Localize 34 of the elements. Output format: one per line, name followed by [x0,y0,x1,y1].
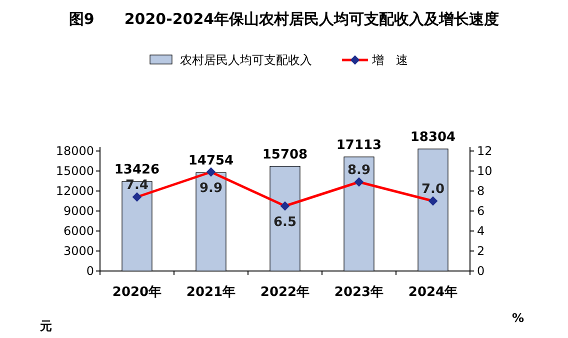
data-label: 7.0 [421,182,445,197]
legend-label: 农村居民人均可支配收入 [180,53,312,67]
data-label: 9.9 [199,181,223,196]
y-tick-label: 3000 [63,244,94,258]
y-tick-label: 6000 [63,224,94,238]
y-axis-title: 元 [39,319,52,333]
y-tick-label: 0 [86,264,94,278]
y2-tick-label: 4 [477,224,485,238]
y-tick-label: 15000 [56,164,94,178]
y2-tick-label: 2 [477,244,485,258]
y-tick-label: 12000 [56,184,94,198]
y2-tick-label: 8 [477,184,485,198]
data-label: 17113 [336,138,382,153]
data-label: 14754 [188,154,234,169]
data-label: 8.9 [347,163,371,178]
y2-tick-label: 10 [477,164,492,178]
y-tick-label: 18000 [56,144,94,158]
data-label: 18304 [410,130,456,145]
y-tick-label: 9000 [63,204,94,218]
data-label: 15708 [262,147,308,162]
data-label: 6.5 [273,215,297,230]
x-tick-label: 2022年 [260,285,310,300]
y2-tick-label: 12 [477,144,492,158]
x-tick-label: 2023年 [334,285,384,300]
x-tick-label: 2024年 [408,285,458,300]
data-label: 13426 [114,162,160,178]
y2-tick-label: 0 [477,264,485,278]
chart-title: 图9 2020-2024年保山农村居民人均可支配收入及增长速度 [68,10,500,28]
y2-axis-title: % [512,311,524,325]
y2-tick-label: 6 [477,204,485,218]
x-tick-label: 2021年 [186,285,236,300]
legend-label: 增 速 [371,53,408,67]
data-label: 7.4 [125,178,149,193]
x-tick-label: 2020年 [112,285,162,300]
